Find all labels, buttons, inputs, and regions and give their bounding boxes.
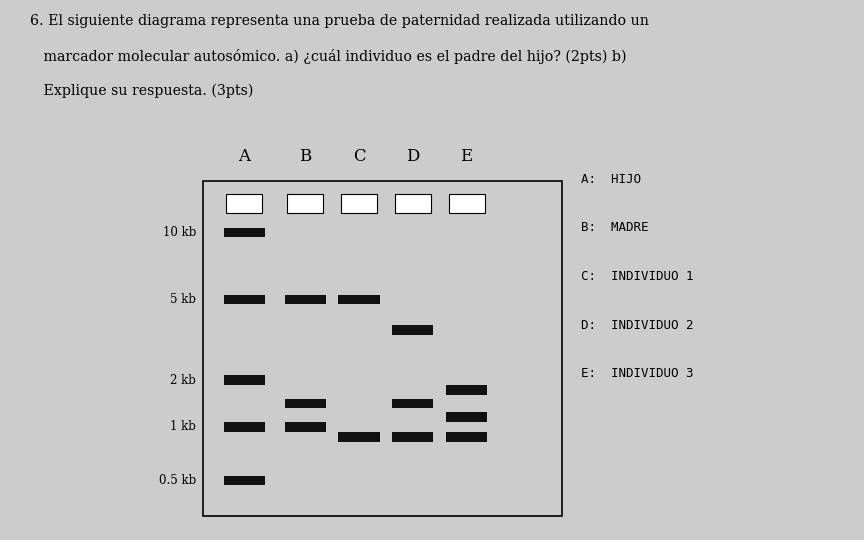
Text: C:  INDIVIDUO 1: C: INDIVIDUO 1 bbox=[581, 270, 693, 283]
Text: B: B bbox=[299, 148, 311, 165]
Bar bbox=[288, 194, 323, 213]
Text: B:  MADRE: B: MADRE bbox=[581, 221, 648, 234]
Bar bbox=[284, 422, 326, 431]
Bar bbox=[392, 325, 434, 335]
Bar bbox=[224, 228, 265, 238]
Text: 6. El siguiente diagrama representa una prueba de paternidad realizada utilizand: 6. El siguiente diagrama representa una … bbox=[30, 14, 649, 28]
Bar bbox=[284, 399, 326, 408]
Text: marcador molecular autosómico. a) ¿cuál individuo es el padre del hijo? (2pts) b: marcador molecular autosómico. a) ¿cuál … bbox=[30, 49, 626, 64]
Bar bbox=[392, 433, 434, 442]
Bar bbox=[395, 194, 431, 213]
Bar bbox=[341, 194, 377, 213]
Text: A: A bbox=[238, 148, 251, 165]
Text: A:  HIJO: A: HIJO bbox=[581, 173, 640, 186]
Bar bbox=[226, 194, 262, 213]
Text: D: D bbox=[406, 148, 420, 165]
Text: E:  INDIVIDUO 3: E: INDIVIDUO 3 bbox=[581, 367, 693, 380]
Bar bbox=[284, 295, 326, 305]
Text: 1 kb: 1 kb bbox=[170, 421, 196, 434]
Text: Explique su respuesta. (3pts): Explique su respuesta. (3pts) bbox=[30, 84, 254, 98]
Bar bbox=[448, 194, 485, 213]
Text: E: E bbox=[461, 148, 473, 165]
Text: D:  INDIVIDUO 2: D: INDIVIDUO 2 bbox=[581, 319, 693, 332]
Text: 0.5 kb: 0.5 kb bbox=[159, 474, 196, 487]
Bar bbox=[224, 422, 265, 431]
Text: 10 kb: 10 kb bbox=[162, 226, 196, 239]
Bar bbox=[446, 386, 487, 395]
Bar bbox=[339, 433, 379, 442]
Bar bbox=[224, 375, 265, 385]
Bar bbox=[339, 295, 379, 305]
Text: 2 kb: 2 kb bbox=[170, 374, 196, 387]
Text: C: C bbox=[353, 148, 365, 165]
Bar bbox=[224, 295, 265, 305]
Bar bbox=[446, 412, 487, 422]
Bar bbox=[224, 476, 265, 485]
Bar bbox=[446, 433, 487, 442]
Text: 5 kb: 5 kb bbox=[170, 293, 196, 306]
Bar bbox=[392, 399, 434, 408]
